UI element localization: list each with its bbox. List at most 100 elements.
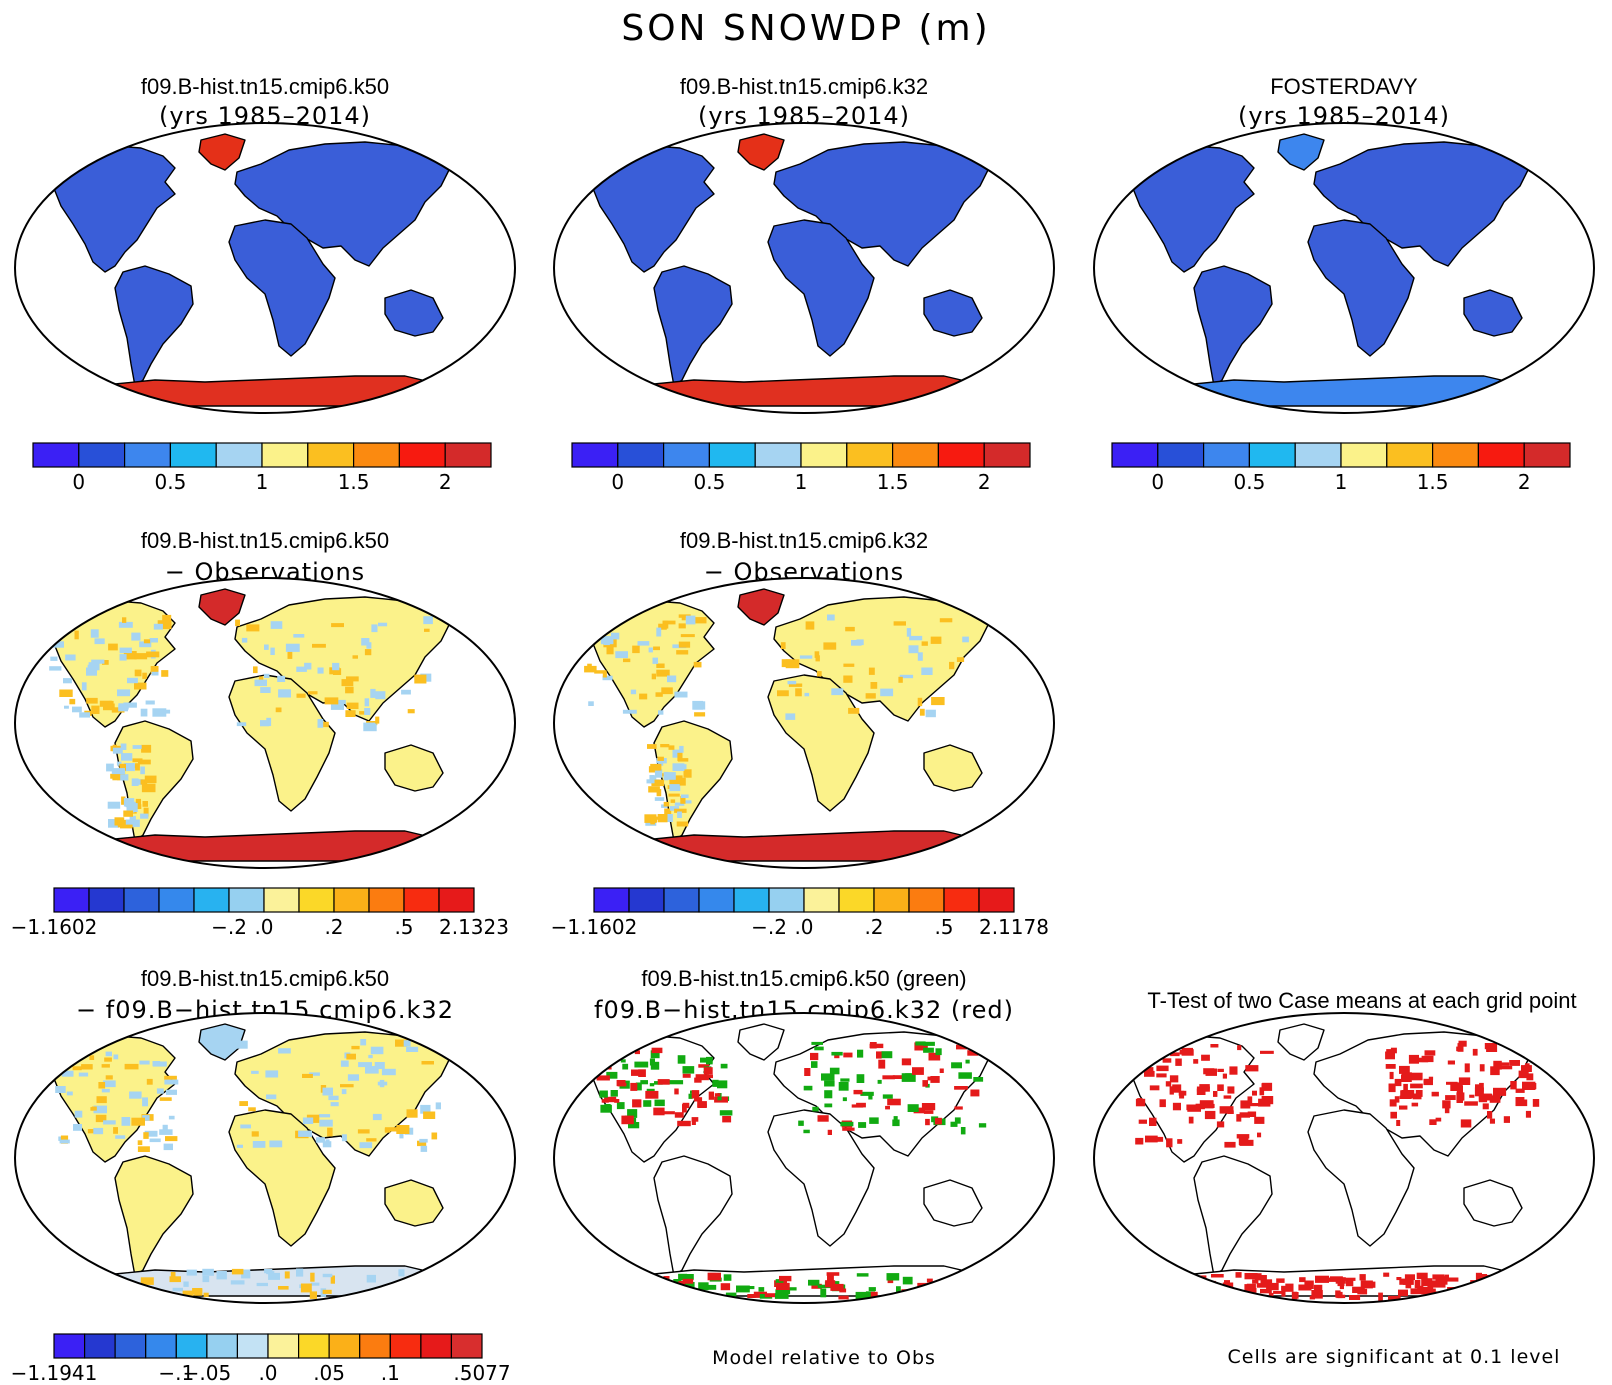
colorbar-swatch xyxy=(403,887,440,913)
panel-k50-mean: f09.B-hist.tn15.cmip6.k50 (yrs 1985–2014… xyxy=(14,74,516,494)
map-border xyxy=(14,577,516,869)
landmass-samerica xyxy=(1193,1155,1273,1277)
colorbar-tick-label: −.2 xyxy=(751,915,787,939)
colorbar-swatch xyxy=(593,887,630,913)
map-border xyxy=(553,577,1055,869)
colorbar-swatch xyxy=(353,442,401,468)
colorbar-tick-label: 0.5 xyxy=(1233,470,1265,494)
map-border xyxy=(553,1012,1055,1304)
world-map xyxy=(14,577,516,869)
colorbar-tick-label: 2 xyxy=(1518,470,1531,494)
landmass-samerica xyxy=(114,265,194,387)
landmass-australia xyxy=(923,289,983,337)
colorbar-tick-label: .05 xyxy=(313,1361,345,1385)
landmass-greenland xyxy=(737,133,785,171)
landmass-eurasia xyxy=(234,596,450,722)
landmass-greenland xyxy=(198,133,246,171)
map-border xyxy=(14,1012,516,1304)
colorbar-tick-label: .1 xyxy=(381,1361,400,1385)
colorbar-swatch xyxy=(1111,442,1159,468)
colorbar-swatch xyxy=(114,1333,147,1359)
panel-title: f09.B-hist.tn15.cmip6.k32 xyxy=(680,528,928,553)
colorbar-swatch xyxy=(398,442,446,468)
landmass-eurasia xyxy=(773,141,989,267)
colorbar-swatch xyxy=(733,887,770,913)
world-map xyxy=(14,1012,516,1304)
colorbar-tick-label: 0.5 xyxy=(693,470,725,494)
colorbar-swatch xyxy=(175,1333,208,1359)
colorbar-swatch xyxy=(307,442,355,468)
map-border xyxy=(1093,122,1595,414)
landmass-australia xyxy=(384,1179,444,1227)
colorbar-swatch xyxy=(444,442,492,468)
landmass-africa xyxy=(228,219,336,357)
landmass-samerica xyxy=(1193,265,1273,387)
colorbar-tick-label: 1 xyxy=(256,470,269,494)
landmass-australia xyxy=(1463,289,1523,337)
landmass-samerica xyxy=(653,265,733,387)
colorbar-tick-label: −1.1602 xyxy=(11,915,98,939)
landmass-greenland xyxy=(198,588,246,626)
colorbar-tick-label: −.05 xyxy=(183,1361,232,1385)
landmass-australia xyxy=(384,744,444,792)
colorbar-tick-label: 0 xyxy=(72,470,85,494)
world-map xyxy=(1093,122,1595,414)
landmass-greenland xyxy=(198,1023,246,1061)
landmass-greenland xyxy=(737,588,785,626)
colorbar-swatch xyxy=(838,887,875,913)
colorbar-swatch xyxy=(236,1333,269,1359)
colorbar-swatch xyxy=(628,887,665,913)
colorbar-swatch xyxy=(228,887,265,913)
colorbar-swatch xyxy=(368,887,405,913)
panel-k32-minus-obs: f09.B-hist.tn15.cmip6.k32 − Observations… xyxy=(551,528,1055,939)
landmass-australia xyxy=(384,289,444,337)
panel-title: f09.B-hist.tn15.cmip6.k50 xyxy=(141,74,389,99)
colorbar-swatch xyxy=(571,442,619,468)
colorbar-tick-label: 2.1323 xyxy=(439,915,509,939)
panel-title: T-Test of two Case means at each grid po… xyxy=(1147,988,1576,1013)
landmass-samerica xyxy=(114,1155,194,1277)
world-map xyxy=(553,577,1055,869)
colorbar-swatch xyxy=(1477,442,1525,468)
colorbar-swatch xyxy=(53,887,90,913)
colorbar-swatch xyxy=(873,887,910,913)
colorbar-tick-label: 2.1178 xyxy=(979,915,1049,939)
world-map xyxy=(553,122,1055,414)
colorbar-swatch xyxy=(1523,442,1571,468)
colorbar-swatch xyxy=(438,887,475,913)
colorbar-tick-label: −1.1602 xyxy=(551,915,638,939)
colorbar-swatch xyxy=(1294,442,1342,468)
colorbar-swatch xyxy=(78,442,126,468)
landmass-australia xyxy=(923,1179,983,1227)
panel-note: Cells are significant at 0.1 level xyxy=(1228,1346,1561,1368)
colorbar-swatch xyxy=(708,442,756,468)
landmass-greenland xyxy=(1277,133,1325,171)
colorbar-swatch xyxy=(1202,442,1250,468)
world-map xyxy=(1093,1012,1595,1304)
colorbar-swatch xyxy=(206,1333,239,1359)
colorbar-tick-label: 2 xyxy=(439,470,452,494)
colorbar-tick-label: 1.5 xyxy=(1417,470,1449,494)
colorbar-swatch xyxy=(359,1333,391,1359)
colorbar-swatch xyxy=(617,442,665,468)
colorbar-tick-label: .0 xyxy=(254,915,273,939)
panel-title: f09.B-hist.tn15.cmip6.k50 (green) xyxy=(641,966,966,991)
colorbar-swatch xyxy=(892,442,940,468)
colorbar-swatch xyxy=(193,887,230,913)
colorbar-swatch xyxy=(263,887,300,913)
colorbar-swatch xyxy=(1157,442,1205,468)
colorbar: 0 0.5 1 1.5 2 xyxy=(571,442,1031,494)
panel-note: Model relative to Obs xyxy=(712,1347,936,1369)
colorbar-swatch xyxy=(215,442,263,468)
colorbar-tick-label: −.1 xyxy=(158,1361,194,1385)
landmass-africa xyxy=(228,674,336,812)
colorbar-swatch xyxy=(1432,442,1480,468)
colorbar-swatch xyxy=(298,1333,330,1359)
colorbar-tick-label: .2 xyxy=(864,915,883,939)
figure-title: SON SNOWDP (m) xyxy=(621,8,990,49)
colorbar-swatch xyxy=(1248,442,1296,468)
colorbar-tick-label: 0.5 xyxy=(154,470,186,494)
colorbar-swatch xyxy=(662,442,710,468)
map-border xyxy=(14,122,516,414)
